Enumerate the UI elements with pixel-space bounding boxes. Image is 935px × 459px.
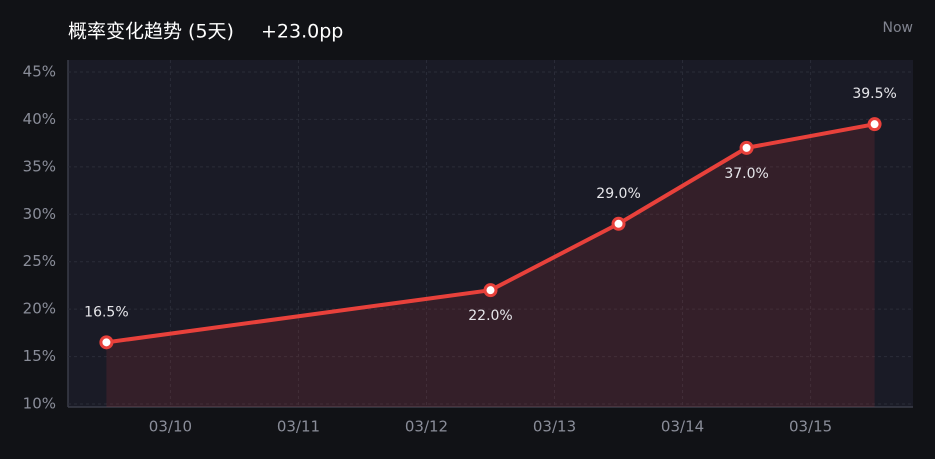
y-tick-label: 30%	[23, 205, 56, 223]
x-tick-label: 03/11	[277, 418, 320, 436]
y-tick-label: 25%	[23, 252, 56, 270]
x-tick-label: 03/13	[533, 418, 576, 436]
x-tick-label: 03/14	[661, 418, 704, 436]
point	[739, 140, 754, 155]
y-tick-label: 10%	[23, 395, 56, 413]
y-tick-label: 15%	[23, 347, 56, 365]
value-label: 16.5%	[84, 304, 128, 320]
x-tick-label: 03/15	[789, 418, 832, 436]
y-tick-label: 35%	[23, 157, 56, 175]
y-tick-label: 45%	[23, 63, 56, 81]
value-label: 22.0%	[468, 308, 512, 324]
x-tick-label: 03/10	[149, 418, 192, 436]
x-tick-label: 03/12	[405, 418, 448, 436]
plot-area	[68, 60, 913, 407]
point	[867, 117, 882, 132]
point	[99, 335, 114, 350]
y-tick-label: 40%	[23, 110, 56, 128]
point	[611, 216, 626, 231]
value-label: 39.5%	[852, 86, 896, 102]
chart-title: 概率变化趋势 (5天)	[68, 21, 234, 43]
area	[106, 124, 875, 408]
value-label: 29.0%	[596, 186, 640, 202]
value-label: 37.0%	[724, 166, 768, 182]
corner-label: Now	[883, 20, 914, 36]
point	[483, 283, 498, 298]
y-tick-label: 20%	[23, 300, 56, 318]
change-label: +23.0pp	[261, 21, 343, 43]
